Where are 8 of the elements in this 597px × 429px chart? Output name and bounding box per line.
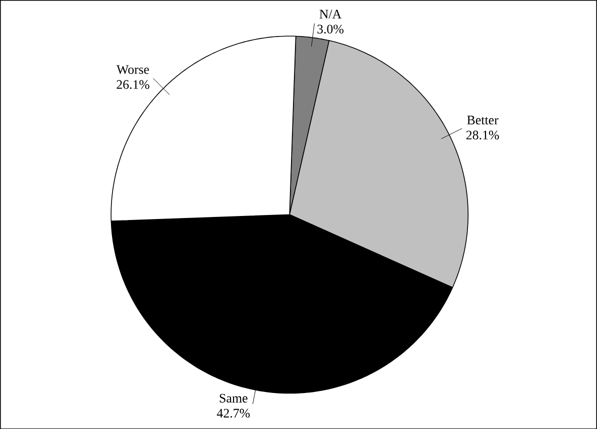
data-label: 28.1% — [466, 130, 499, 140]
data-label: 42.7% — [216, 408, 250, 418]
slice-label: N/A — [320, 10, 342, 18]
slice-label: Same — [220, 394, 248, 402]
slice-label: Worse — [116, 65, 149, 74]
slice-label: Better — [467, 116, 498, 124]
data-label: 26.1% — [116, 80, 150, 89]
data-label: 3.0% — [317, 24, 344, 34]
